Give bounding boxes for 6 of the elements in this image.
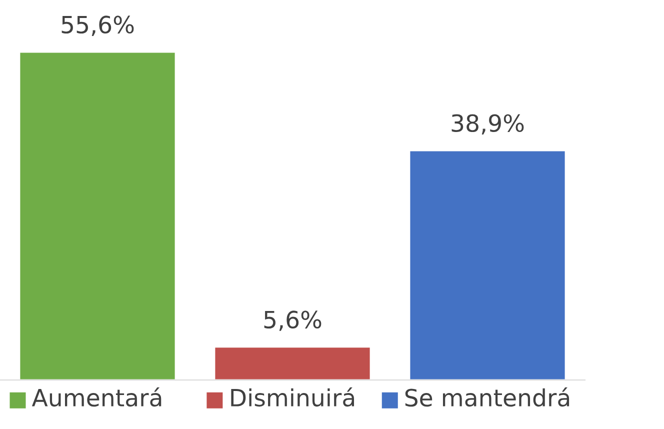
data-label: 55,6% [62, 16, 134, 36]
x-tick-label: Se mantendrá [405, 387, 570, 407]
data-label: 38,9% [452, 114, 524, 134]
x-tick-label: Disminuirá [231, 387, 354, 407]
x-tick-label: Aumentará [32, 387, 162, 407]
data-label: 5,6% [264, 310, 322, 331]
